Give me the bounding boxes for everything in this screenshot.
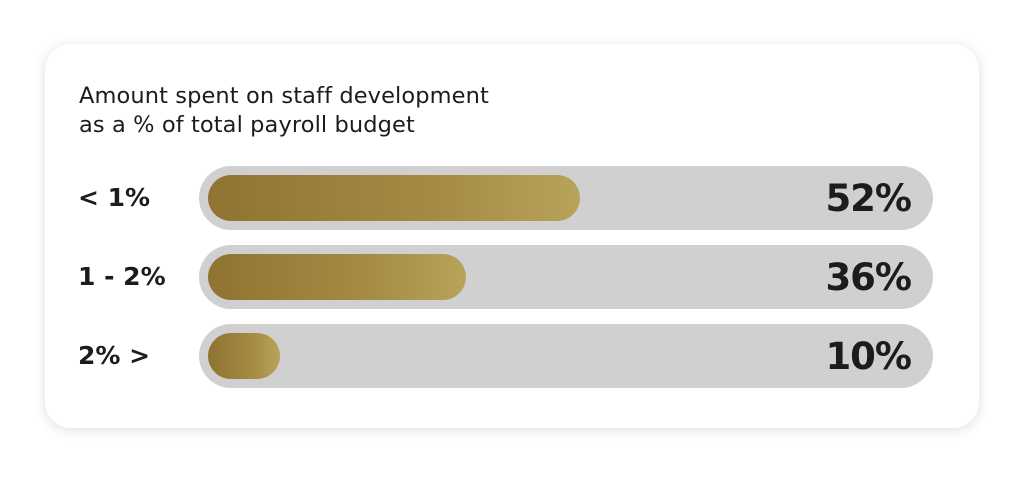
chart-card: Amount spent on staff development as a %… <box>45 44 979 428</box>
value-label: 52% <box>825 177 912 220</box>
bar-rows: < 1% 52% 1 - 2% 36% 2% > 10% <box>45 44 979 428</box>
bar-fill <box>208 254 466 300</box>
category-label: 2% > <box>78 341 151 370</box>
chart-title-line-2: as a % of total payroll budget <box>79 112 415 138</box>
value-label: 10% <box>825 335 912 378</box>
bar-track: 10% <box>199 324 933 388</box>
bar-fill <box>208 333 280 379</box>
bar-row: 2% > 10% <box>45 324 979 388</box>
bar-row: < 1% 52% <box>45 166 979 230</box>
category-label: < 1% <box>78 183 151 212</box>
value-label: 36% <box>825 256 912 299</box>
bar-fill <box>208 175 581 221</box>
chart-title-line-1: Amount spent on staff development <box>79 83 489 109</box>
bar-row: 1 - 2% 36% <box>45 245 979 309</box>
category-label: 1 - 2% <box>78 262 166 291</box>
bar-track: 36% <box>199 245 933 309</box>
chart-title: Amount spent on staff development as a %… <box>79 82 489 140</box>
bar-track: 52% <box>199 166 933 230</box>
